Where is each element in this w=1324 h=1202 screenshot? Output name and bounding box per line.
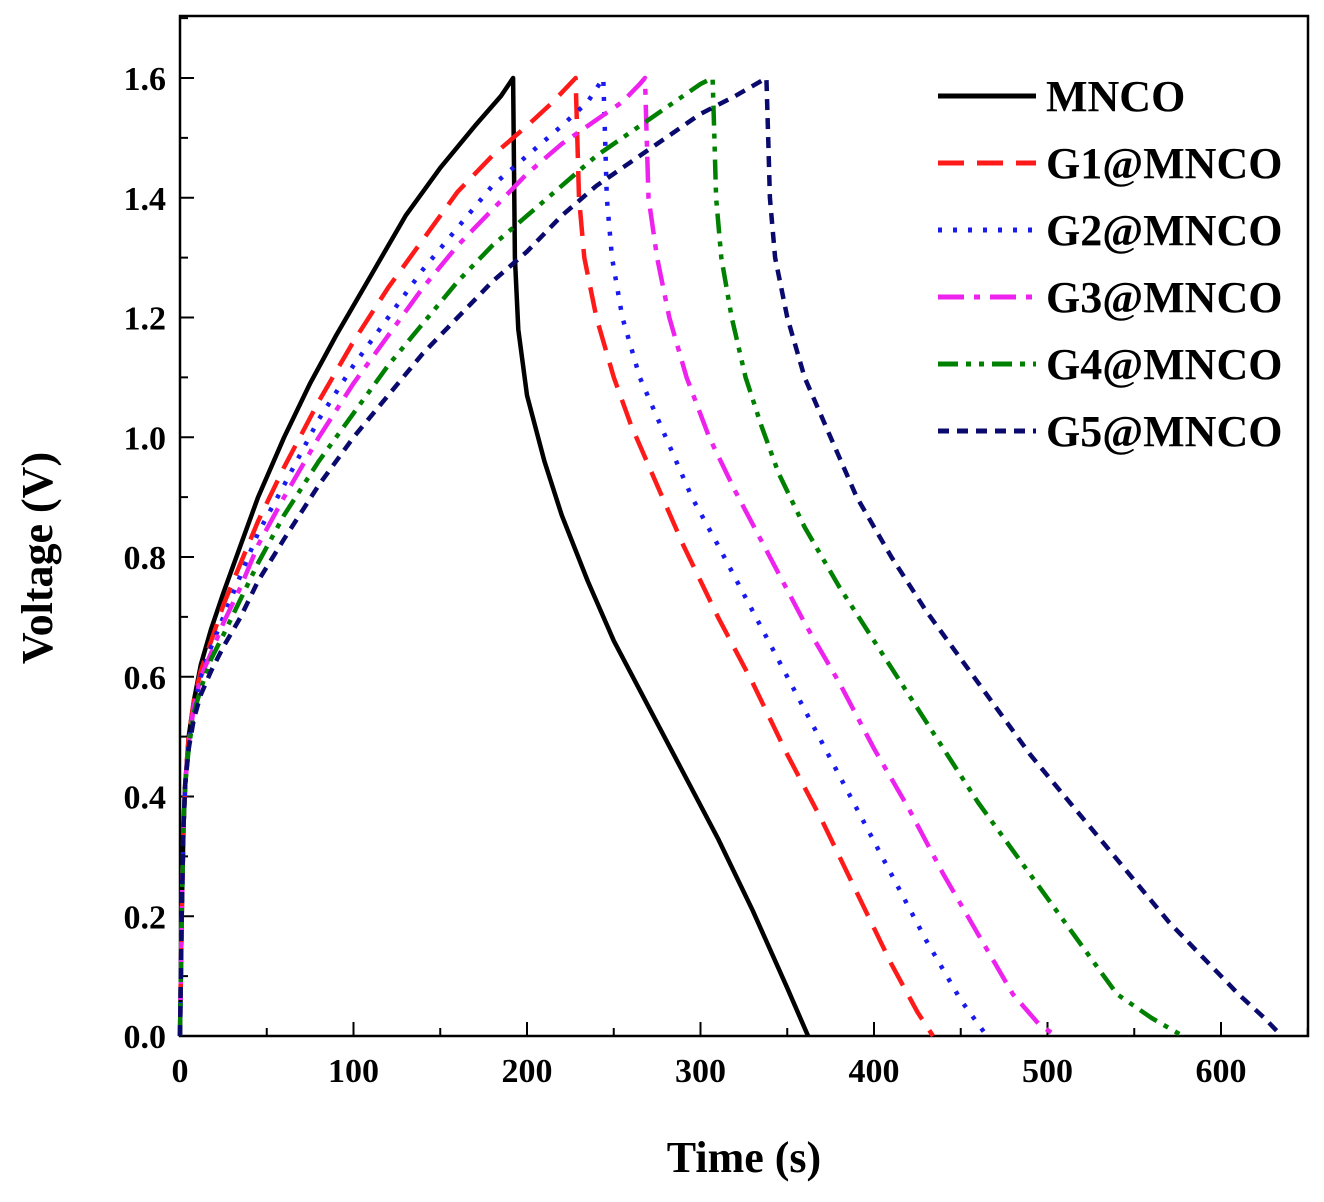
y-tick-label: 1.6 xyxy=(124,61,167,98)
series-line-g1-mnco xyxy=(177,75,935,1038)
y-axis-ticks: 0.0 0.2 0.4 0.6 0.8 1.0 1.2 1.4 1.6 xyxy=(124,17,194,1056)
y-tick-label: 1.4 xyxy=(124,181,167,218)
x-tick-label: 300 xyxy=(675,1053,726,1090)
y-tick-label: 1.0 xyxy=(124,420,167,457)
y-tick-label: 0.2 xyxy=(124,899,167,936)
legend-label: G5@MNCO xyxy=(1046,407,1282,456)
series-line-g3-mnco xyxy=(177,75,1058,1038)
legend-label: G1@MNCO xyxy=(1046,139,1282,188)
legend-label: MNCO xyxy=(1046,72,1185,121)
x-tick-label: 0 xyxy=(172,1053,189,1090)
x-axis-title: Time (s) xyxy=(667,1133,821,1182)
series-line-g2-mnco xyxy=(177,75,989,1038)
y-axis-title: Voltage (V) xyxy=(13,452,62,664)
y-tick-label: 1.2 xyxy=(124,301,167,338)
x-axis-ticks: 0 100 200 300 400 500 600 xyxy=(172,1022,1309,1090)
y-tick-label: 0.4 xyxy=(124,780,167,817)
x-tick-label: 600 xyxy=(1196,1053,1247,1090)
legend-label: G3@MNCO xyxy=(1046,273,1282,322)
x-tick-label: 500 xyxy=(1022,1053,1073,1090)
x-tick-label: 200 xyxy=(502,1053,553,1090)
legend-label: G4@MNCO xyxy=(1046,340,1282,389)
y-tick-label: 0.0 xyxy=(124,1019,167,1056)
plot-frame xyxy=(178,14,1310,1038)
y-tick-label: 0.6 xyxy=(124,660,167,697)
legend: MNCO G1@MNCO G2@MNCO G3@MNCO G4@MNCO G5@MNCO xyxy=(938,72,1282,456)
x-tick-label: 400 xyxy=(849,1053,900,1090)
legend-label: G2@MNCO xyxy=(1046,206,1282,255)
y-tick-label: 0.8 xyxy=(124,540,167,577)
series-line-g4-mnco xyxy=(177,75,1184,1038)
series-line-g5-mnco xyxy=(177,75,1284,1038)
series-layer xyxy=(177,75,1284,1038)
x-tick-label: 100 xyxy=(328,1053,379,1090)
